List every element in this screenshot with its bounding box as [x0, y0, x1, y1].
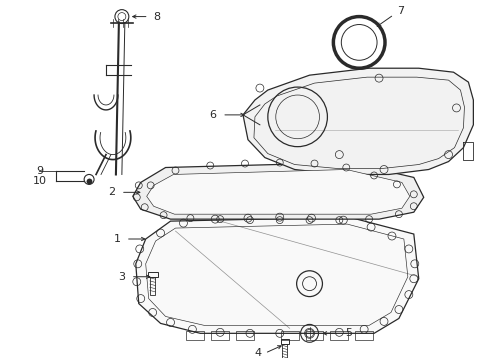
Bar — [186, 331, 204, 340]
Text: 9: 9 — [36, 166, 43, 176]
Bar — [149, 277, 155, 294]
Bar — [236, 331, 253, 340]
Text: 4: 4 — [254, 348, 261, 358]
Polygon shape — [243, 68, 472, 175]
Text: 10: 10 — [32, 176, 46, 186]
Bar — [280, 331, 298, 340]
Bar — [305, 331, 323, 340]
Text: 6: 6 — [209, 110, 216, 120]
Bar — [354, 331, 372, 340]
Bar — [147, 272, 157, 277]
Bar — [211, 331, 229, 340]
Polygon shape — [146, 170, 409, 214]
Polygon shape — [133, 163, 423, 219]
Text: 1: 1 — [113, 234, 120, 244]
Bar — [280, 339, 288, 344]
Text: 8: 8 — [153, 12, 160, 22]
Text: 5: 5 — [344, 328, 351, 338]
Polygon shape — [136, 217, 418, 333]
Text: 3: 3 — [118, 272, 125, 282]
Bar — [282, 344, 286, 360]
Bar — [330, 331, 347, 340]
Text: 7: 7 — [397, 6, 404, 15]
Text: 2: 2 — [108, 187, 115, 197]
